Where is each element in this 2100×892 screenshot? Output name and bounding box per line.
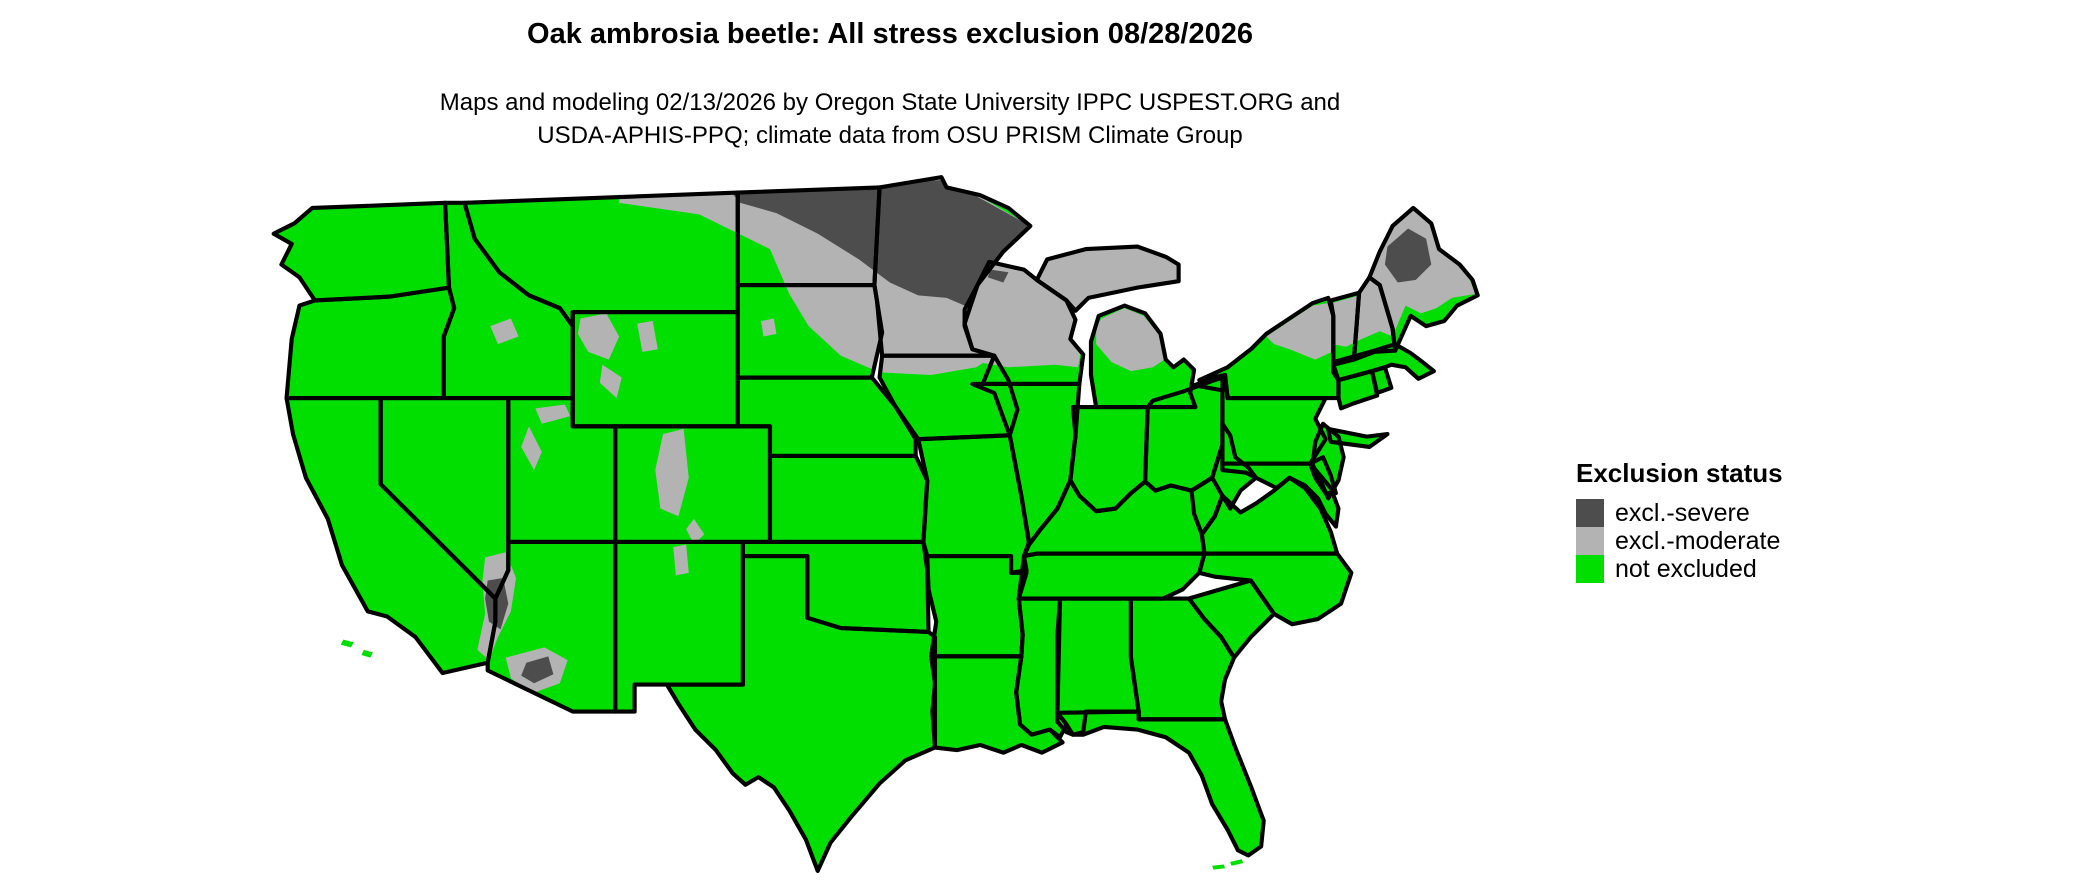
legend-swatch-moderate (1576, 527, 1604, 555)
legend: Exclusion status excl.-severe excl.-moder… (1576, 458, 1783, 583)
figure-subtitle: Maps and modeling 02/13/2026 by Oregon S… (0, 86, 1780, 152)
legend-item-moderate: excl.-moderate (1576, 527, 1783, 555)
us-choropleth-map (271, 175, 1480, 873)
state-fl (1055, 709, 1266, 858)
legend-item-label: excl.-severe (1615, 499, 1750, 527)
state-sd (735, 282, 885, 380)
state-vt (1328, 290, 1362, 367)
legend-title: Exclusion status (1576, 458, 1783, 488)
state-mn (872, 175, 1033, 358)
state-tx (664, 554, 938, 873)
state-nc (1197, 551, 1354, 627)
exclusion-severe-overlay (485, 179, 1432, 684)
legend-swatch-not_excluded (1576, 555, 1604, 583)
title-block: Oak ambrosia beetle: All stress exclusio… (0, 18, 1780, 51)
state-borders (271, 175, 1480, 873)
state-li (1326, 426, 1390, 449)
legend-item-severe: excl.-severe (1576, 499, 1783, 527)
state-mi (1088, 303, 1198, 410)
subtitle-line-2: USDA-APHIS-PPQ; climate data from OSU PR… (537, 122, 1243, 149)
legend-item-label: excl.-moderate (1615, 527, 1781, 555)
legend-items: excl.-severe excl.-moderate not excluded (1576, 499, 1783, 583)
subtitle-line-1: Maps and modeling 02/13/2026 by Oregon S… (439, 89, 1341, 116)
figure-title: Oak ambrosia beetle: All stress exclusio… (527, 18, 1253, 50)
legend-item-label: not excluded (1615, 555, 1757, 583)
state-me (1367, 205, 1480, 353)
state-de (1308, 455, 1338, 496)
state-mi_up (1034, 244, 1181, 313)
state-md (1220, 461, 1341, 529)
legend-item-not_excluded: not excluded (1576, 555, 1783, 583)
legend-swatch-severe (1576, 499, 1604, 527)
